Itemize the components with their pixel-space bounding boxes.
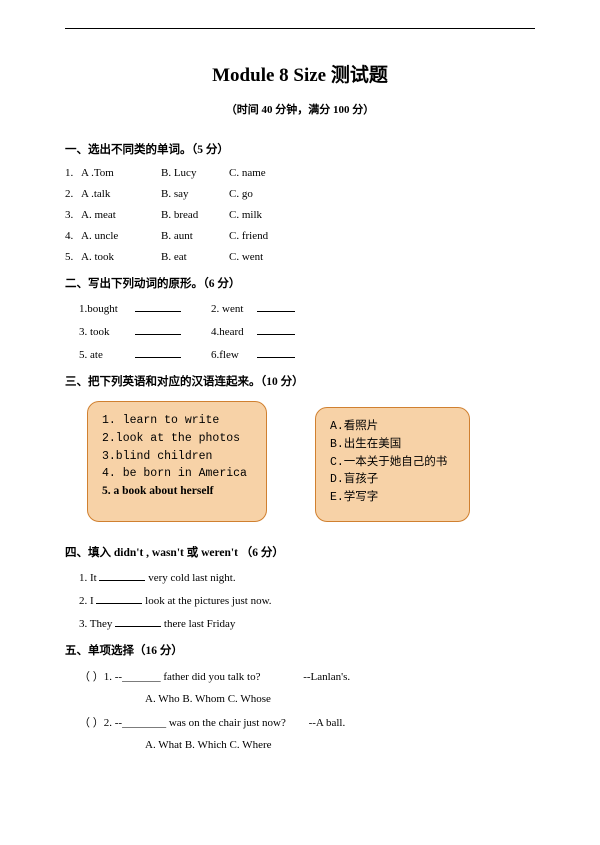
mc-q2-b: B. Which [185,739,227,751]
match-en-3: 3.blind children [102,448,252,466]
s4-row: 3. They there last Friday [65,616,535,630]
mc-q2: （ ）2. --________ was on the chair just n… [65,714,535,730]
s1-row: 5.A. tookB. eatC. went [65,251,535,263]
mc-q1-opts: A. Who B. Whom C. Whose [65,693,535,705]
section-1-head: 一、选出不同类的单词。（5 分） [65,141,535,157]
mc-q1-b: B. Whom [182,693,225,705]
mc-q1: （ ）1. --_______ father did you talk to? … [65,668,535,684]
mc-q2-opts: A. What B. Which C. Where [65,739,535,751]
mc-q1-ans: --Lanlan's. [303,671,350,683]
mc-q2-c: C. Where [230,739,272,751]
s1-row: 3.A. meatB. breadC. milk [65,209,535,221]
match-cn-5: E.学写字 [330,489,455,507]
page-subtitle: （时间 40 分钟，满分 100 分） [65,101,535,117]
match-en-2: 2.look at the photos [102,430,252,448]
section-2-head: 二、写出下列动词的原形。（6 分） [65,275,535,291]
mc-q1-a: A. Who [145,693,180,705]
mc-q1-text: （ ）1. --_______ father did you talk to? [79,671,260,683]
section-5-head: 五、单项选择（16 分） [65,642,535,658]
mc-q2-a: A. What [145,739,182,751]
match-cn-2: B.出生在美国 [330,436,455,454]
match-en-5: 5. a book about herself [102,483,252,501]
s2-row: 3. took4.heard [65,324,535,338]
match-en-4: 4. be born in America [102,465,252,483]
mc-q2-text: （ ）2. --________ was on the chair just n… [79,717,286,729]
mc-q2-ans: --A ball. [309,717,346,729]
s1-row: 2.A .talkB. sayC. go [65,188,535,200]
s2-row: 5. ate6.flew [65,347,535,361]
s4-row: 1. It very cold last night. [65,570,535,584]
match-cn-1: A.看照片 [330,418,455,436]
mc-q1-c: C. Whose [228,693,271,705]
match-cn-3: C.一本关于她自己的书 [330,454,455,472]
match-box-chinese: A.看照片 B.出生在美国 C.一本关于她自己的书 D.盲孩子 E.学写字 [315,407,470,522]
s1-row: 4.A. uncleB. auntC. friend [65,230,535,242]
section-3-head: 三、把下列英语和对应的汉语连起来。（10 分） [65,373,535,389]
s4-row: 2. I look at the pictures just now. [65,593,535,607]
match-box-english: 1. learn to write 2.look at the photos 3… [87,401,267,522]
page-title: Module 8 Size 测试题 [65,60,535,87]
section-4-head: 四、填入 didn't , wasn't 或 weren't （6 分） [65,544,535,560]
match-container: 1. learn to write 2.look at the photos 3… [87,401,535,522]
match-cn-4: D.盲孩子 [330,471,455,489]
s2-row: 1.bought2. went [65,301,535,315]
s1-row: 1.A .TomB. LucyC. name [65,167,535,179]
match-en-1: 1. learn to write [102,412,252,430]
